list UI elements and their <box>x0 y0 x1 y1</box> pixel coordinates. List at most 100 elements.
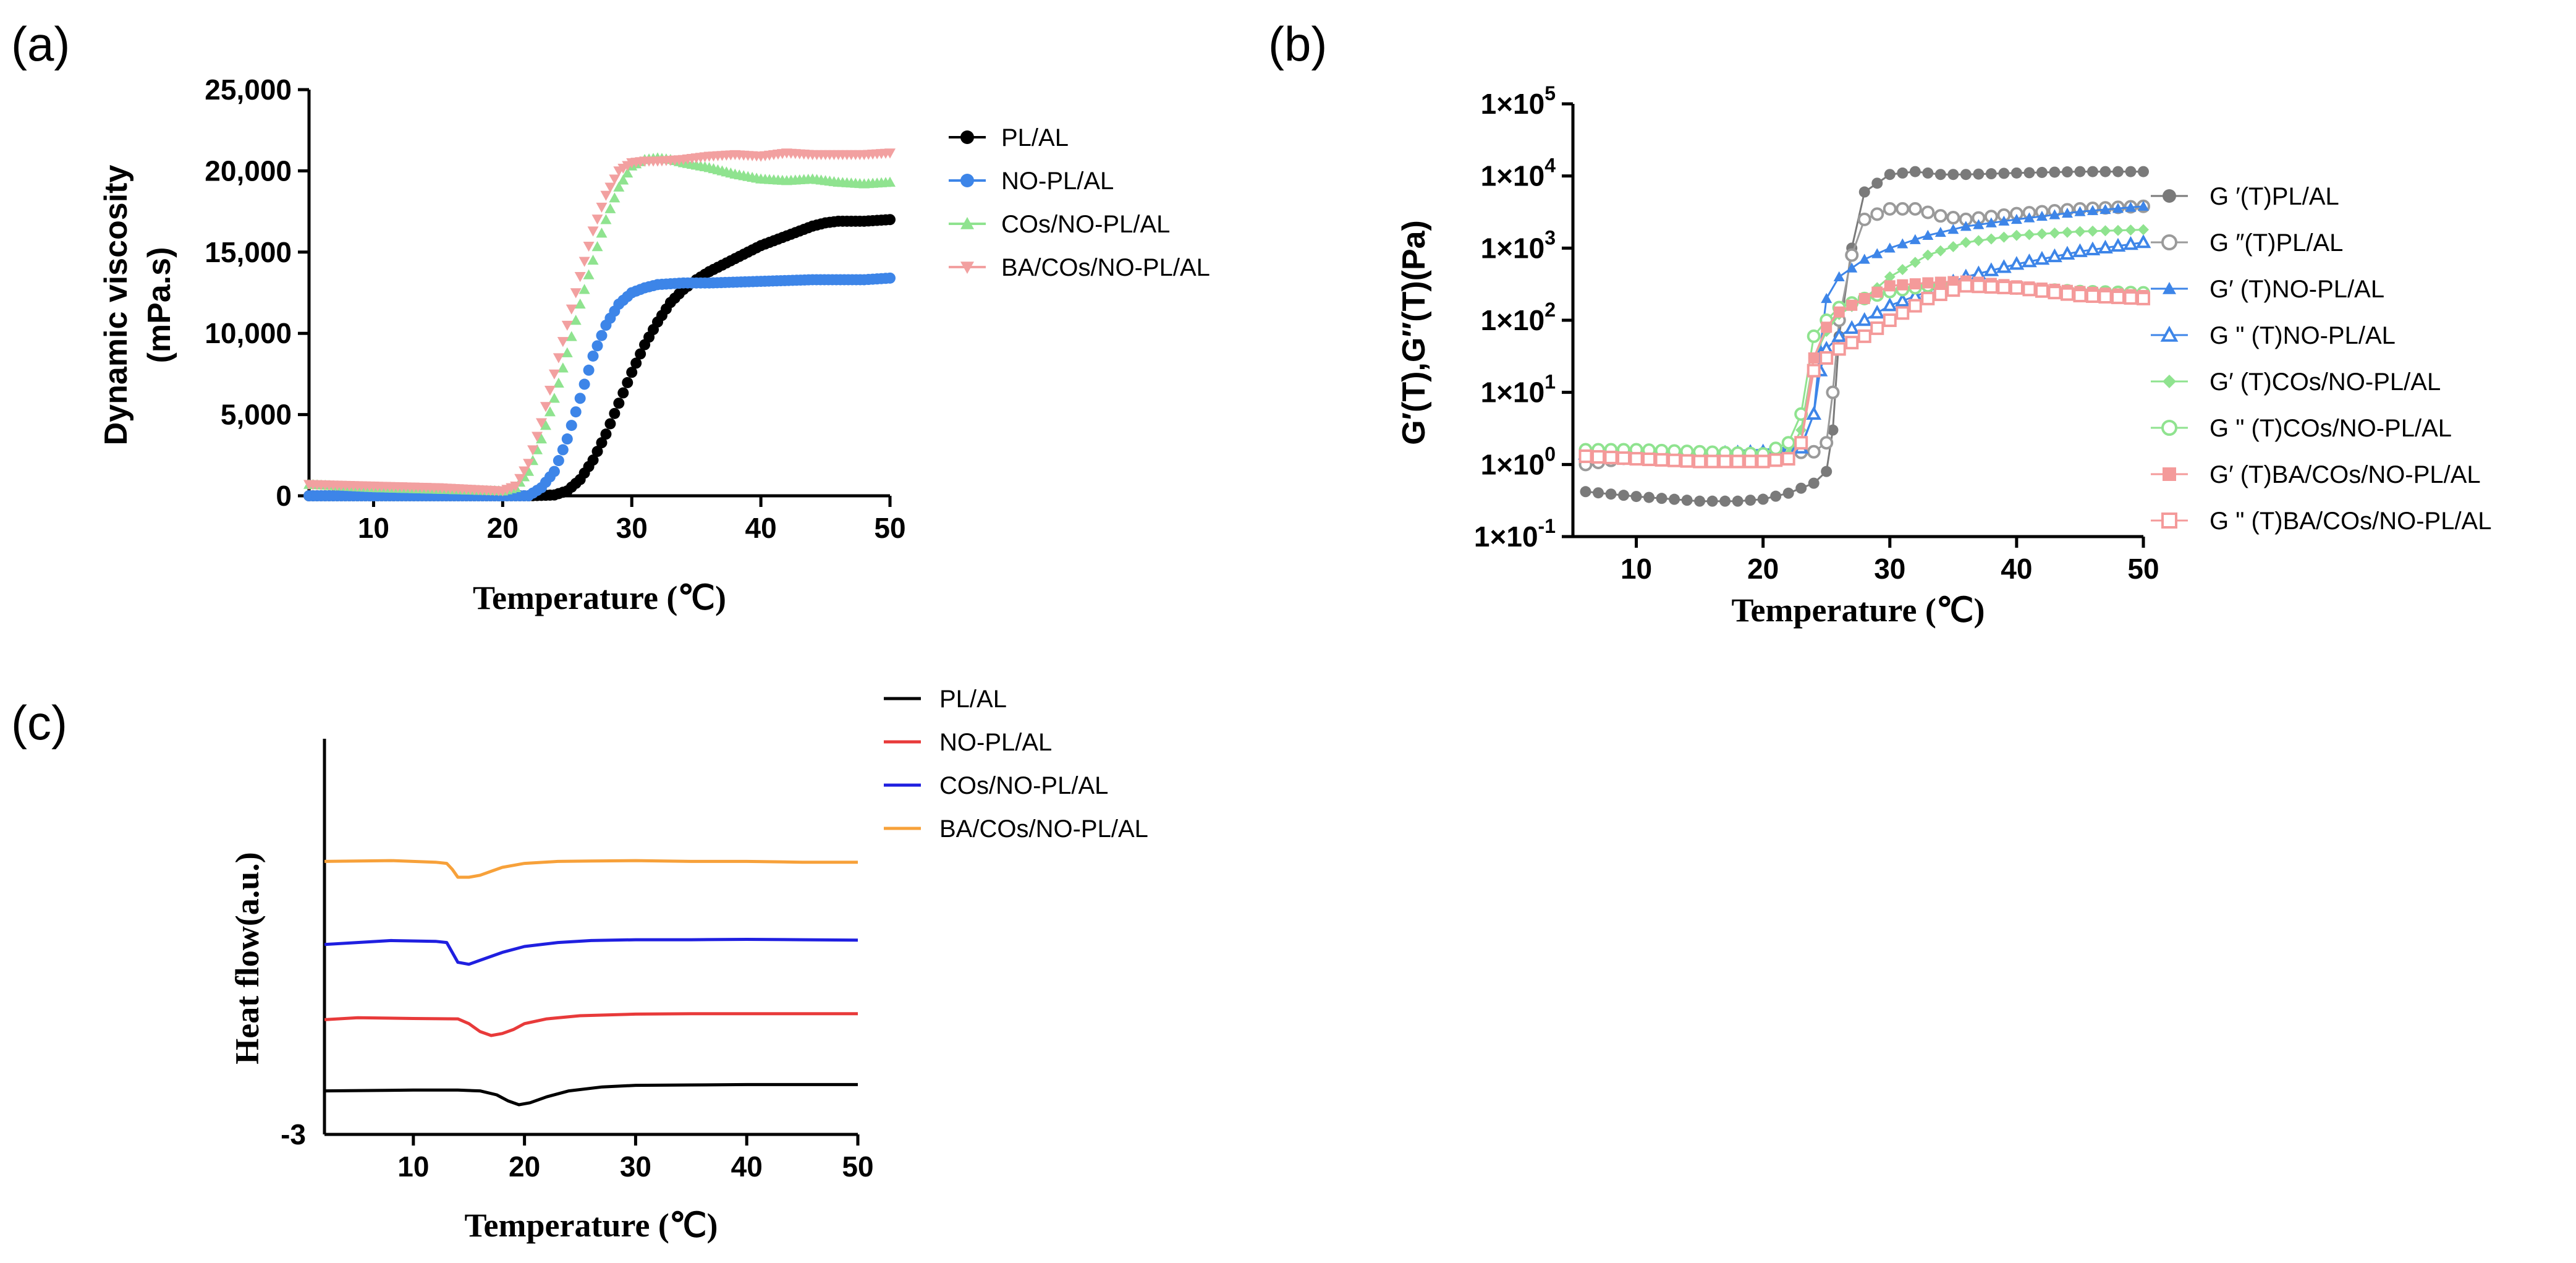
data-point <box>1983 262 1999 276</box>
data-point <box>578 284 590 294</box>
data-point <box>609 174 621 185</box>
data-point <box>609 192 621 203</box>
data-point <box>1667 453 1682 467</box>
x-tick-label: 50 <box>874 512 905 544</box>
x-tick-label: 20 <box>1747 553 1779 585</box>
legend-marker <box>2163 467 2176 481</box>
data-point <box>2074 206 2086 216</box>
data-point <box>1769 453 1783 467</box>
data-point <box>2074 166 2086 177</box>
data-point <box>1884 242 1896 253</box>
data-point <box>1884 169 1896 181</box>
data-point <box>548 369 560 380</box>
data-point <box>2036 166 2048 178</box>
data-point <box>2022 283 2036 297</box>
data-point <box>2087 225 2098 237</box>
data-point <box>2061 226 2073 238</box>
data-point <box>1719 495 1731 507</box>
data-point <box>2061 207 2073 218</box>
data-point <box>1857 212 1871 226</box>
data-point <box>2087 166 2098 177</box>
data-point <box>2123 236 2138 250</box>
data-point <box>884 176 896 187</box>
data-point <box>2023 167 2035 179</box>
data-point <box>1973 168 1985 180</box>
legend-label: BA/COs/NO-PL/AL <box>1001 254 1210 281</box>
data-point <box>1826 385 1840 399</box>
data-point <box>2112 203 2124 213</box>
data-point <box>557 362 569 373</box>
data-point <box>2098 239 2113 254</box>
data-point <box>1933 287 1947 302</box>
y-tick-exponent: 1 <box>1544 371 1556 393</box>
data-point <box>1781 436 1795 450</box>
data-point <box>2111 290 2125 304</box>
legend-marker <box>2163 375 2176 388</box>
data-point <box>514 474 526 484</box>
data-point <box>574 272 586 283</box>
data-point <box>1897 264 1909 276</box>
data-point <box>1858 253 1870 264</box>
data-point <box>1985 233 1997 245</box>
data-point <box>1807 444 1821 459</box>
data-point <box>2049 166 2061 178</box>
data-point <box>1832 342 1846 356</box>
y-tick-label: 20,000 <box>205 155 292 187</box>
data-point <box>2010 213 2022 224</box>
data-point <box>519 466 530 477</box>
data-point <box>1643 491 1655 503</box>
data-point <box>2010 229 2022 241</box>
data-point <box>557 337 569 347</box>
legend-marker <box>960 174 974 187</box>
data-point <box>2059 245 2075 260</box>
data-point <box>613 181 625 192</box>
series-line <box>1585 279 2144 462</box>
data-point <box>2125 166 2137 177</box>
legend-label: G′ (T)COs/NO-PL/AL <box>2210 368 2441 396</box>
data-point <box>1970 265 1986 279</box>
y-tick-exponent: 2 <box>1544 299 1556 321</box>
panel-label-a: (a) <box>11 17 70 71</box>
data-point <box>1794 436 1808 450</box>
data-point <box>1985 168 1997 180</box>
data-point <box>1884 271 1896 283</box>
data-point <box>617 174 629 185</box>
data-point <box>1808 352 1820 364</box>
series-G " (T)BA/COs/NO-PL/AL <box>1578 279 2150 469</box>
data-point <box>604 203 616 213</box>
data-point <box>553 455 564 467</box>
data-point <box>1871 177 1883 189</box>
x-tick-label: 40 <box>2001 553 2032 585</box>
y-tick-base: 1×10 <box>1474 521 1538 553</box>
series-BA/COs/NO-PL/AL <box>303 148 896 497</box>
legend-label: G " (T)NO-PL/AL <box>2210 322 2396 349</box>
data-point <box>1947 224 1959 234</box>
y-tick-label: 5,000 <box>221 399 292 431</box>
data-point <box>1870 321 1884 335</box>
data-point <box>1844 320 1860 334</box>
legend-marker <box>2161 512 2177 529</box>
data-point <box>548 393 560 403</box>
data-point <box>583 364 595 376</box>
x-tick-label: 30 <box>620 1150 651 1183</box>
data-point <box>1973 235 1985 247</box>
y-tick-base: 1×10 <box>1481 160 1545 192</box>
data-point <box>1934 245 1946 257</box>
data-point <box>527 445 539 456</box>
y-tick-label: 1×10-1 <box>1474 515 1556 553</box>
data-point <box>1846 299 1858 311</box>
data-point <box>1833 306 1845 318</box>
data-point <box>2099 166 2111 177</box>
data-point <box>1681 495 1693 506</box>
data-point <box>1757 493 1769 505</box>
data-point <box>587 254 599 265</box>
data-point <box>523 459 535 469</box>
data-point <box>1821 466 1832 477</box>
legend-label: G′ (T)BA/COs/NO-PL/AL <box>2210 461 2481 488</box>
data-point <box>2110 237 2126 252</box>
y-tick-exponent: 0 <box>1544 443 1556 465</box>
y-tick-label: 1×101 <box>1481 371 1556 409</box>
data-point <box>626 367 638 378</box>
legend-label: G ″(T)PL/AL <box>2210 229 2343 257</box>
